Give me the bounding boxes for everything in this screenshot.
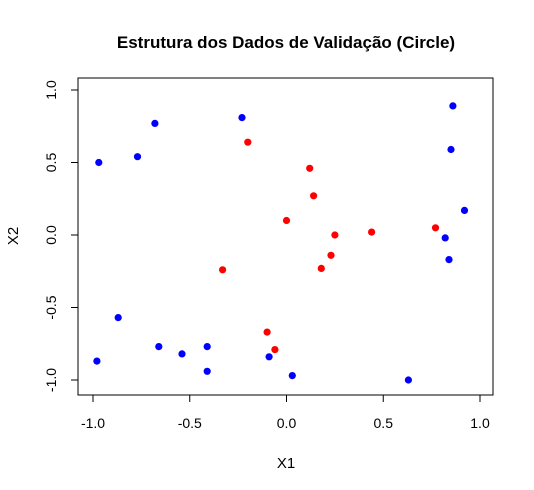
chart-title: Estrutura dos Dados de Validação (Circle… (117, 33, 455, 52)
y-axis-label: X2 (5, 227, 22, 245)
blue-point (155, 343, 163, 351)
blue-point (449, 102, 457, 110)
red-point (310, 192, 318, 200)
blue-point (203, 367, 211, 375)
blue-point (203, 343, 211, 351)
red-point (271, 346, 279, 354)
red-point (327, 251, 335, 259)
red-point (263, 328, 271, 336)
blue-point (238, 114, 246, 122)
blue-point (288, 372, 296, 380)
blue-point (133, 153, 142, 161)
y-tick-label: -1.0 (43, 368, 59, 392)
blue-point (151, 119, 159, 127)
blue-point (445, 256, 453, 264)
x-tick-label: 0.0 (277, 415, 297, 431)
blue-point (447, 145, 455, 154)
blue-point (460, 206, 469, 214)
red-point (219, 266, 227, 274)
x-axis-label: X1 (277, 455, 295, 472)
x-tick-label: -1.0 (81, 415, 105, 431)
blue-point (441, 234, 449, 242)
y-tick-label: 0.5 (43, 153, 59, 173)
y-tick-label: 0.0 (43, 225, 59, 245)
red-point (317, 264, 325, 272)
red-point (306, 164, 314, 172)
red-point (368, 228, 376, 236)
blue-point (265, 353, 273, 361)
red-point (431, 224, 440, 232)
x-tick-label: -0.5 (178, 415, 202, 431)
plot-frame (77, 77, 494, 396)
blue-point (95, 158, 103, 167)
blue-point (404, 376, 412, 384)
x-axis: -1.0 -0.5 0.0 0.5 1.0 (81, 394, 490, 431)
y-axis: -1.0 -0.5 0.0 0.5 1.0 (43, 80, 79, 392)
red-point (244, 138, 252, 146)
x-tick-label: 0.5 (374, 415, 394, 431)
red-point (282, 216, 291, 225)
x-tick-label: 1.0 (470, 415, 490, 431)
blue-point (93, 357, 101, 365)
data-points (93, 102, 469, 384)
red-point (331, 231, 339, 239)
blue-point (178, 350, 186, 358)
y-tick-label: 1.0 (43, 80, 59, 100)
blue-point (114, 314, 122, 322)
y-tick-label: -0.5 (43, 295, 59, 319)
